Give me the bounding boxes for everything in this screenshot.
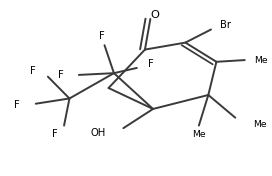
Text: F: F	[99, 31, 105, 41]
Text: F: F	[14, 100, 20, 111]
Text: Br: Br	[220, 20, 231, 30]
Text: F: F	[58, 70, 64, 80]
Text: F: F	[30, 66, 36, 76]
Text: F: F	[148, 59, 153, 69]
Text: OH: OH	[91, 128, 106, 137]
Text: F: F	[52, 129, 57, 139]
Text: Me: Me	[254, 56, 268, 65]
Text: Me: Me	[253, 120, 267, 129]
Text: O: O	[150, 10, 159, 20]
Text: Me: Me	[192, 130, 206, 139]
